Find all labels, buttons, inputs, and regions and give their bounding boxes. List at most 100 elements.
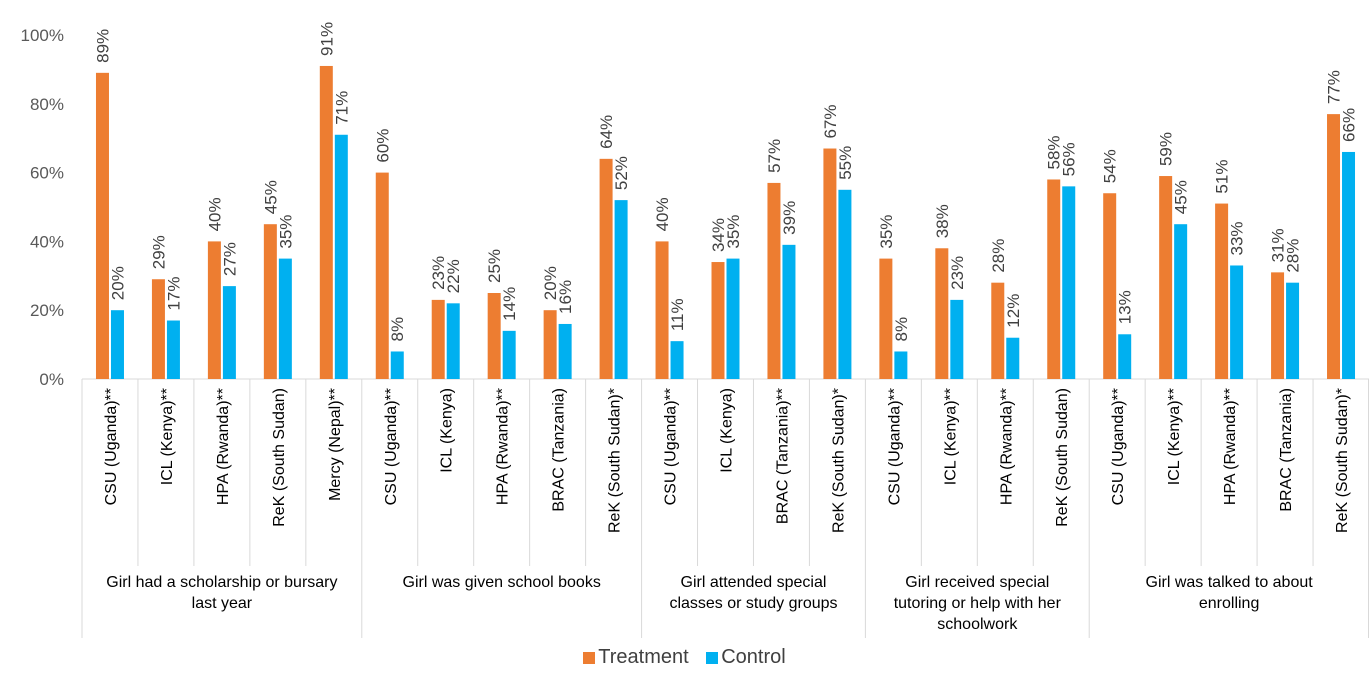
data-label-treatment: 35% [877,215,896,249]
bar-treatment [1215,203,1229,379]
bar-control [558,323,572,379]
y-tick-label: 20% [30,301,64,320]
bar-treatment [151,279,165,379]
data-label-control: 66% [1340,108,1359,142]
bar-treatment [599,158,613,379]
data-label-control: 56% [1060,142,1079,176]
category-label: HPA (Rwanda)** [215,388,232,505]
bar-control [166,320,180,379]
data-label-control: 28% [1284,239,1303,273]
bar-control [390,351,404,379]
category-label: CSU (Uganda)** [383,388,400,505]
data-label-control: 17% [164,276,183,310]
bar-chart: 0% 20% 40% 60% 80% 100% 89% 20% CSU (Uganda)** 29… [21,22,1369,638]
bar-control [782,244,796,379]
category-label: ICL (Kenya) [719,388,736,473]
bar-treatment [487,293,501,379]
bar-control [502,330,516,379]
bar-treatment [655,241,669,379]
category-label: ICL (Kenya)** [1166,388,1183,485]
category-label: ICL (Kenya)** [159,388,176,485]
data-label-treatment: 59% [1157,132,1176,166]
data-label-treatment: 28% [989,239,1008,273]
category-label: ICL (Kenya) [439,388,456,473]
data-label-treatment: 31% [1269,228,1288,262]
data-label-control: 39% [780,201,799,235]
data-label-control: 33% [1228,221,1247,255]
data-label-treatment: 91% [317,22,336,56]
bar-treatment [1159,176,1173,379]
group-label: Girl received special [905,574,1049,591]
data-label-control: 23% [948,256,967,290]
data-label-treatment: 51% [1213,160,1232,194]
bar-control [950,299,964,379]
category-label: Mercy (Nepal)** [327,388,344,501]
category-label: CSU (Uganda)** [1110,388,1127,505]
category-label: ReK (South Sudan) [271,388,288,527]
group-label: classes or study groups [669,595,837,612]
bar-treatment [823,148,837,379]
data-label-treatment: 45% [261,180,280,214]
data-label-treatment: 40% [205,197,224,231]
bar-treatment [263,224,277,379]
data-label-control: 35% [724,215,743,249]
bar-treatment [1327,114,1341,380]
category-label: ReK (South Sudan)* [1334,388,1351,533]
bar-control [670,341,684,379]
legend-label-control: Control [721,646,786,668]
bar-treatment [1271,272,1285,379]
bar-control [446,303,460,379]
data-label-treatment: 38% [933,204,952,238]
y-tick-label: 40% [30,232,64,251]
data-label-control: 35% [276,215,295,249]
category-label: HPA (Rwanda)** [1222,388,1239,505]
data-label-control: 27% [220,242,239,276]
data-label-treatment: 58% [1045,135,1064,169]
data-label-control: 55% [836,146,855,180]
bar-control [1174,224,1188,379]
data-label-treatment: 54% [1101,149,1120,183]
bar-control [726,258,740,379]
legend: Treatment Control [0,646,1369,670]
data-label-treatment: 57% [765,139,784,173]
data-label-control: 11% [668,298,687,331]
data-label-control: 71% [332,91,351,125]
data-label-control: 22% [444,259,463,293]
data-label-treatment: 77% [1325,70,1344,104]
bar-treatment [431,299,445,379]
group-label: last year [192,595,253,612]
y-tick-label: 100% [21,26,64,45]
data-label-treatment: 64% [597,115,616,149]
bar-control [278,258,292,379]
bar-treatment [207,241,221,379]
group-label: Girl attended special [681,574,827,591]
bar-treatment [1047,179,1061,379]
bar-treatment [95,72,109,379]
bar-treatment [991,282,1005,379]
bar-control [838,189,852,379]
bar-control [110,310,124,379]
category-label: BRAC (Tanzania)** [774,388,791,524]
bar-control [1342,151,1356,379]
category-label: CSU (Uganda)** [886,388,903,505]
category-label: CSU (Uganda)** [663,388,680,505]
data-label-treatment: 20% [541,266,560,300]
data-label-treatment: 89% [93,29,112,63]
category-label: ReK (South Sudan)* [830,388,847,533]
bar-treatment [319,65,333,380]
bar-control [1286,282,1300,379]
data-label-treatment: 40% [653,197,672,231]
data-label-treatment: 34% [709,218,728,252]
category-label: HPA (Rwanda)** [998,388,1015,505]
bar-treatment [375,172,389,379]
group-label: Girl was given school books [403,574,601,591]
category-label: CSU (Uganda)** [103,388,120,505]
legend-item-control: Control [706,646,786,669]
bar-treatment [543,310,557,379]
data-label-treatment: 25% [485,249,504,283]
group-label: schoolwork [937,616,1018,633]
y-tick-label: 60% [30,164,64,183]
category-label: BRAC (Tanzania) [1278,388,1295,512]
data-label-control: 16% [556,280,575,314]
legend-swatch-treatment [583,651,596,664]
